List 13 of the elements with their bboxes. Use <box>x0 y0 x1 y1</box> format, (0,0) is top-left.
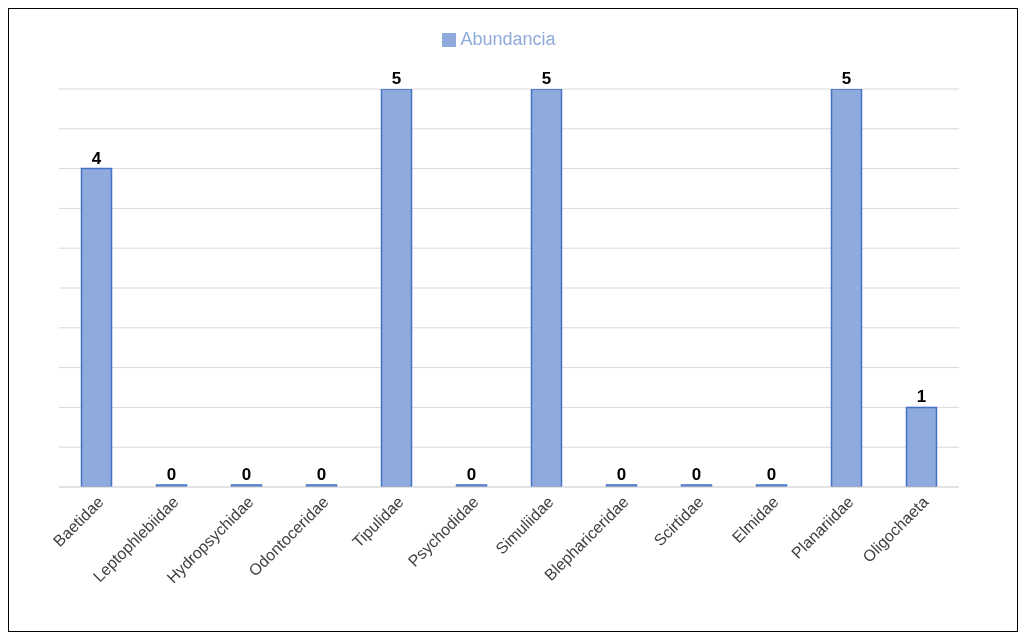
data-label: 0 <box>616 465 627 484</box>
legend-label: Abundancia <box>460 29 556 49</box>
data-label: 4 <box>91 148 102 168</box>
data-label: 5 <box>841 69 852 88</box>
data-label: 0 <box>316 465 327 484</box>
data-label: 0 <box>691 465 702 484</box>
data-label: 5 <box>541 69 552 88</box>
data-label: 0 <box>766 465 777 484</box>
data-label: 1 <box>916 387 927 407</box>
data-label: 0 <box>166 465 177 484</box>
data-label: 0 <box>466 465 477 484</box>
data-label: 5 <box>391 69 402 88</box>
data-label: 0 <box>241 465 252 484</box>
